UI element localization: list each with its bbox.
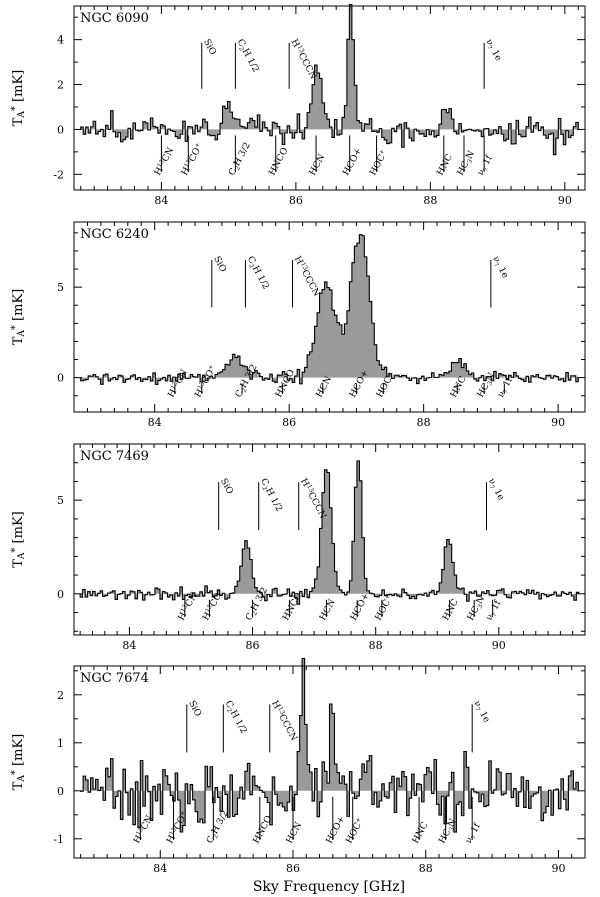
line-label-lower: HNC — [441, 598, 460, 623]
line-label-lower: HNC — [449, 375, 468, 400]
line-label-lower: HOC+ — [373, 593, 395, 622]
line-label-lower: HNCO — [281, 591, 304, 622]
spectrum-line — [80, 234, 579, 386]
line-label-upper: C2H 1/2 — [234, 38, 260, 75]
x-tick-label: 84 — [153, 862, 167, 875]
line-label-lower: H13CN — [153, 146, 177, 178]
y-axis-label: TA* [mK] — [10, 734, 28, 791]
line-label-lower: ν7 1f — [476, 153, 496, 177]
line-label-lower: ν7 1f — [496, 375, 516, 399]
x-tick-label: 86 — [286, 862, 300, 875]
y-tick-label: 2 — [57, 689, 64, 702]
x-tick-label: 86 — [246, 639, 260, 652]
x-tick-label: 86 — [289, 194, 303, 207]
line-label-upper: C2H 1/2 — [222, 699, 248, 736]
x-tick-label: 88 — [423, 194, 437, 207]
line-label-lower: H13CO+ — [180, 142, 206, 178]
line-label-upper: H13CCCN — [292, 254, 322, 298]
line-label-lower: C2H 3/2 — [227, 141, 253, 178]
y-tick-label: 4 — [57, 34, 64, 47]
panel-title: NGC 6090 — [80, 11, 149, 26]
line-label-lower: H13CO+ — [165, 810, 191, 846]
line-label-lower: HOC+ — [368, 148, 390, 177]
line-label-lower: HCN — [308, 153, 328, 178]
line-label-lower: HCN — [285, 821, 305, 846]
line-label-lower: HNC — [411, 821, 430, 846]
spectrum-line — [79, 460, 580, 605]
x-tick-label: 88 — [419, 862, 433, 875]
line-label-lower: HCN — [315, 375, 335, 400]
x-tick-label: 84 — [148, 416, 162, 429]
line-label-lower: H13CO+ — [193, 364, 219, 400]
line-label-upper: ν7 1e — [490, 255, 510, 280]
x-tick-label: 86 — [282, 416, 296, 429]
line-label-lower: HNC — [436, 153, 455, 178]
line-label-upper: C2H 1/2 — [244, 255, 270, 292]
line-label-lower: HNCO — [252, 814, 275, 845]
spectra-panels: 84 86 88 90 -2 0 2 4 TA* [mK] NGC 6090 SiO C2H 1/2 H… — [10, 3, 586, 875]
line-label-upper: SiO — [218, 477, 235, 496]
spectrum-fill — [80, 234, 579, 385]
x-tick-label: 90 — [551, 862, 565, 875]
plot-frame — [73, 443, 586, 636]
spectrum-panel: 84 86 88 90 -1 0 1 2 TA* [mK] NGC 7674 SiO C2H 1/2 H… — [10, 657, 586, 875]
line-label-upper: ν7 1e — [483, 38, 503, 63]
spectrum-fill — [80, 4, 579, 155]
plot-frame — [73, 665, 586, 859]
y-tick-label: 1 — [57, 737, 64, 750]
line-label-lower: ν7 1f — [464, 821, 484, 845]
plot-frame — [73, 5, 586, 191]
line-label-lower: HCO+ — [349, 592, 372, 623]
line-label-lower: HCN — [318, 598, 338, 623]
panel-title: NGC 7674 — [80, 671, 149, 686]
y-tick-label: 0 — [57, 785, 64, 798]
line-label-lower: ν7 1f — [484, 598, 504, 622]
line-label-lower: HC3N — [476, 371, 498, 399]
x-axis-label: Sky Frequency [GHz] — [253, 879, 405, 895]
y-axis-label: TA* [mK] — [10, 70, 28, 127]
line-label-lower: HCO+ — [341, 147, 364, 178]
x-tick-label: 90 — [558, 194, 572, 207]
panel-title: NGC 6240 — [80, 227, 149, 242]
line-label-upper: H13CCCN — [269, 699, 299, 743]
line-label-upper: H13CCCN — [289, 37, 319, 81]
x-tick-label: 84 — [122, 639, 136, 652]
y-tick-label: 5 — [57, 281, 64, 294]
line-label-lower: HOC+ — [344, 816, 366, 845]
y-tick-label: 2 — [57, 79, 64, 92]
y-tick-label: -2 — [53, 168, 64, 181]
line-label-upper: ν7 1e — [485, 477, 505, 502]
x-tick-label: 90 — [551, 416, 565, 429]
line-label-upper: SiO — [211, 255, 228, 274]
spectrum-line — [80, 3, 579, 156]
line-label-upper: SiO — [201, 38, 218, 57]
line-label-lower: HNCO — [274, 368, 297, 399]
y-tick-label: -1 — [53, 833, 64, 846]
line-label-upper: ν7 1e — [471, 699, 491, 724]
y-tick-label: 0 — [57, 588, 64, 601]
y-axis-label: TA* [mK] — [10, 511, 28, 568]
x-tick-label: 90 — [492, 639, 506, 652]
x-tick-label: 88 — [417, 416, 431, 429]
y-tick-label: 0 — [57, 123, 64, 136]
line-label-lower: HNCO — [268, 146, 291, 177]
line-label-lower: C2H 3/2 — [205, 809, 231, 846]
line-label-upper: C2H 1/2 — [258, 477, 284, 514]
spectrum-panel: 84 86 88 90 0 5 TA* [mK] NGC 6240 SiO C2H 1/2 H13C… — [10, 221, 586, 429]
y-tick-label: 5 — [57, 494, 64, 507]
spectrum-panel: 84 86 88 90 -2 0 2 4 TA* [mK] NGC 6090 SiO C2H 1/2 H… — [10, 3, 586, 207]
line-label-lower: H13CN — [166, 368, 190, 400]
spectrum-line — [80, 657, 579, 833]
line-label-upper: SiO — [186, 699, 203, 718]
y-axis-label: TA* [mK] — [10, 289, 28, 346]
y-tick-label: 0 — [57, 372, 64, 385]
x-tick-label: 84 — [154, 194, 168, 207]
panel-title: NGC 7469 — [80, 449, 149, 464]
x-tick-label: 88 — [369, 639, 383, 652]
line-label-lower: HC3N — [456, 149, 478, 177]
